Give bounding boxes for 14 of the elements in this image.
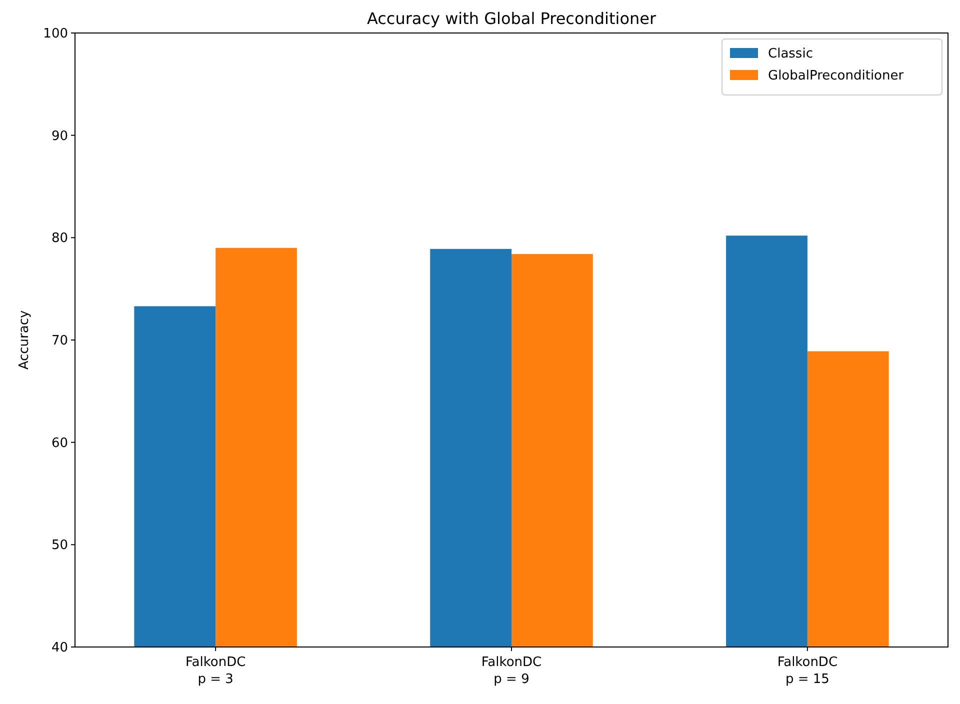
y-tick-label: 60 [51,436,68,451]
legend-label: Classic [768,46,813,62]
x-tick-label: FalkonDC p = 3 [185,655,246,687]
legend-label: GlobalPreconditioner [768,68,904,84]
x-tick-label: FalkonDC p = 15 [777,655,838,687]
y-tick-label: 50 [51,538,68,554]
y-tick-label: 100 [43,26,68,42]
y-tick-label: 90 [51,128,68,144]
y-tick-label: 80 [51,231,68,246]
x-tick-label: FalkonDC p = 9 [481,655,542,687]
y-axis-title: Accuracy [17,310,32,370]
y-tick-label: 40 [51,640,68,656]
chart-title: Accuracy with Global Preconditioner [366,9,656,28]
y-tick-label: 70 [51,334,68,349]
